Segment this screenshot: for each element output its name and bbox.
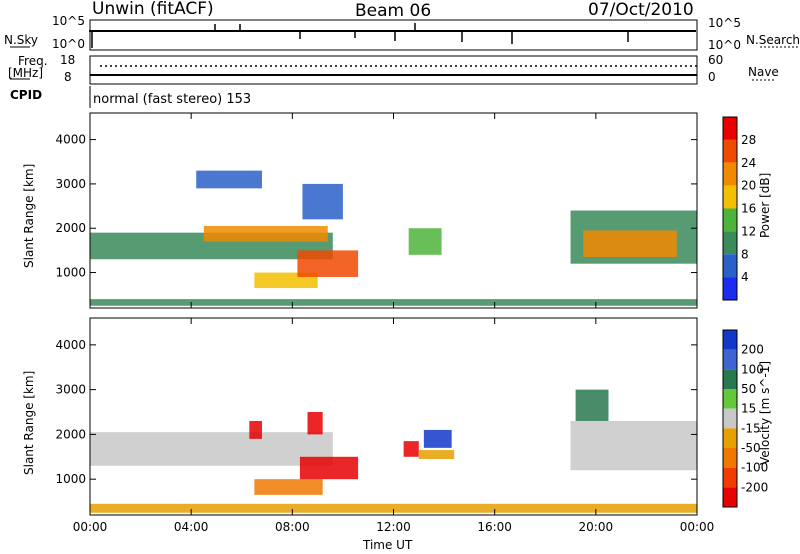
nsearch-label: N.Search <box>746 33 800 47</box>
power-region-3 <box>297 250 359 277</box>
power-ytick-2: 2000 <box>55 221 86 235</box>
power-colorbar-tick-4: 12 <box>741 224 756 238</box>
power-colorbar-tick-1: 24 <box>741 156 756 170</box>
power-colorbar-cell-3 <box>723 185 737 209</box>
velocity-region-5 <box>403 441 419 457</box>
velocity-ytick-0: 4000 <box>55 338 86 352</box>
x-axis-label: Time UT <box>363 538 413 552</box>
freq-left-tick-bottom: 8 <box>64 70 72 84</box>
beam-title: Beam 06 <box>355 1 432 21</box>
date-title: 07/Oct/2010 <box>588 0 694 20</box>
velocity-colorbar-cell-7 <box>723 467 737 488</box>
freq-left-tick-top: 18 <box>60 53 76 67</box>
power-colorbar-cell-2 <box>723 162 737 186</box>
power-colorbar-tick-2: 20 <box>741 179 756 193</box>
velocity-ytick-3: 1000 <box>55 472 86 486</box>
velocity-colorbar-cell-6 <box>723 448 737 468</box>
velocity-region-9 <box>575 389 609 421</box>
velocity-colorbar-tick-4: -15 <box>741 421 761 435</box>
power-ylabel: Slant Range [km] <box>22 163 36 268</box>
velocity-region-7 <box>418 450 455 460</box>
noise-right-tick-bottom: 10^0 <box>708 38 741 52</box>
velocity-colorbar-cell-8 <box>723 487 737 507</box>
velocity-ylabel: Slant Range [km] <box>22 370 36 475</box>
cpid-label: CPID <box>10 88 43 102</box>
power-colorbar-cell-0 <box>723 117 737 140</box>
velocity-colorbar-cell-4 <box>723 408 737 429</box>
velocity-colorbar-tick-7: -200 <box>741 480 768 494</box>
nave-label: Nave <box>748 65 779 79</box>
velocity-colorbar-cell-5 <box>723 428 737 448</box>
xtick-5: 20:00 <box>579 520 614 534</box>
power-region-6 <box>408 228 442 255</box>
power-region-8 <box>583 230 677 258</box>
freq-right-tick-bottom: 0 <box>708 70 716 84</box>
power-colorbar-tick-6: 4 <box>741 270 749 284</box>
xtick-2: 08:00 <box>275 520 310 534</box>
noise-left-tick-top: 10^5 <box>52 14 85 28</box>
xtick-0: 00:00 <box>73 520 108 534</box>
nsky-label: N.Sky <box>4 33 39 47</box>
power-region-4 <box>196 170 262 189</box>
power-colorbar-frame <box>722 116 738 301</box>
station-title: Unwin (fitACF) <box>92 0 214 19</box>
velocity-ytick-2: 2000 <box>55 427 86 441</box>
power-colorbar-cell-7 <box>723 277 737 300</box>
velocity-colorbar-tick-6: -100 <box>741 461 768 475</box>
freq-unit-label: [MHz] <box>8 66 44 80</box>
velocity-colorbar-tick-3: 15 <box>741 402 756 416</box>
power-colorbar-tick-0: 28 <box>741 133 756 147</box>
noise-right-tick-top: 10^5 <box>708 16 741 30</box>
noise-panel-frame <box>89 19 698 51</box>
cpid-value: normal (fast stereo) 153 <box>93 92 252 107</box>
velocity-colorbar-tick-5: -50 <box>741 441 761 455</box>
power-colorbar-cell-1 <box>723 139 737 163</box>
velocity-colorbar-tick-1: 100 <box>741 362 764 376</box>
freq-right-tick-top: 60 <box>708 53 724 67</box>
noise-line <box>89 30 696 32</box>
velocity-colorbar-cell-3 <box>723 389 737 409</box>
power-colorbar-cell-4 <box>723 208 737 232</box>
power-colorbar-cell-6 <box>723 254 737 278</box>
velocity-region-10 <box>90 503 697 513</box>
freq-label: Freq. <box>18 54 48 68</box>
velocity-region-4 <box>307 412 323 435</box>
velocity-colorbar-label: Velocity [m s^-1] <box>758 360 772 465</box>
power-colorbar-label: Power [dB] <box>758 172 772 238</box>
velocity-colorbar-cell-0 <box>723 330 737 350</box>
power-ytick-1: 3000 <box>55 177 86 191</box>
xtick-3: 12:00 <box>376 520 411 534</box>
xtick-4: 16:00 <box>477 520 512 534</box>
velocity-region-0 <box>90 432 333 466</box>
power-colorbar-tick-3: 16 <box>741 202 756 216</box>
velocity-colorbar-tick-2: 50 <box>741 382 756 396</box>
noise-left-tick-bottom: 10^0 <box>52 37 85 51</box>
power-ytick-0: 4000 <box>55 133 86 147</box>
power-region-1 <box>203 226 328 242</box>
power-colorbar-cell-5 <box>723 231 737 255</box>
power-ytick-3: 1000 <box>55 266 86 280</box>
velocity-colorbar-frame <box>722 329 738 508</box>
velocity-ytick-1: 3000 <box>55 383 86 397</box>
xtick-6: 00:00 <box>680 520 715 534</box>
power-colorbar-tick-5: 8 <box>741 247 749 261</box>
freq-panel-frame <box>89 55 698 85</box>
velocity-colorbar-cell-2 <box>723 369 737 389</box>
velocity-region-6 <box>423 429 452 448</box>
power-region-5 <box>302 183 343 220</box>
velocity-region-1 <box>254 479 323 495</box>
velocity-region-2 <box>299 456 359 480</box>
xtick-1: 04:00 <box>174 520 209 534</box>
velocity-colorbar-tick-0: 200 <box>741 343 764 357</box>
velocity-colorbar-cell-1 <box>723 349 737 370</box>
velocity-region-3 <box>249 420 262 439</box>
velocity-region-8 <box>570 420 697 471</box>
